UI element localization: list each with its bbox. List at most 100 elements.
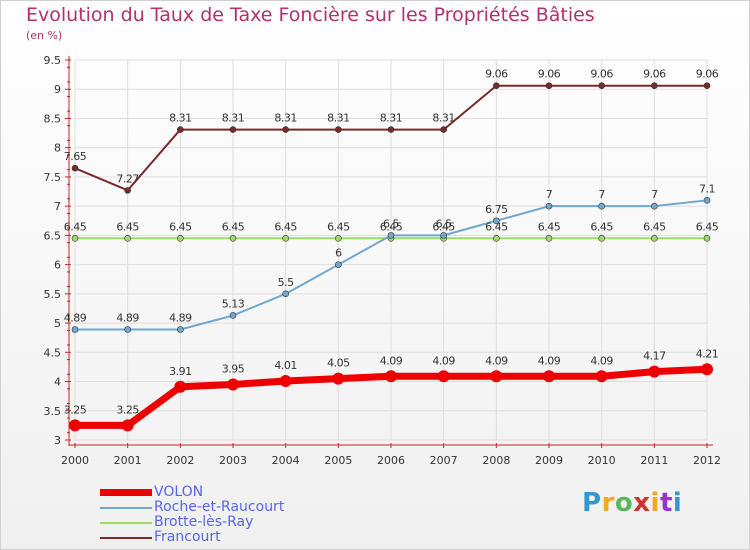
- data-label-francourt: 8.31: [380, 112, 403, 125]
- y-tick-label: 7: [54, 200, 61, 213]
- data-point-roche-et-raucourt: [335, 261, 342, 268]
- x-tick-label: 2009: [535, 454, 563, 467]
- data-point-brotte-les-ray: [651, 235, 658, 242]
- data-point-brotte-les-ray: [545, 235, 553, 242]
- legend-swatch-volon: [100, 489, 152, 496]
- legend-item-brotte-les-ray: Brotte-lès-Ray: [100, 515, 340, 530]
- data-label-francourt: 8.31: [222, 112, 245, 125]
- data-label-volon: 4.09: [432, 354, 455, 367]
- legend-swatch-brotte-les-ray: [100, 522, 152, 524]
- y-tick-label: 7.5: [44, 171, 62, 184]
- legend-label-brotte-les-ray: Brotte-lès-Ray: [154, 514, 254, 530]
- data-point-francourt: [124, 187, 131, 194]
- data-label-volon: 4.01: [274, 359, 297, 372]
- legend-swatch-francourt: [100, 537, 152, 539]
- data-point-brotte-les-ray: [282, 235, 289, 242]
- data-label-francourt: 9.06: [590, 68, 613, 81]
- data-point-volon: [279, 374, 292, 387]
- data-point-volon: [543, 370, 555, 383]
- data-label-brotte-les-ray: 6.45: [222, 220, 245, 233]
- data-point-volon: [69, 419, 81, 432]
- data-label-brotte-les-ray: 6.45: [643, 220, 666, 233]
- data-point-roche-et-raucourt: [651, 202, 658, 210]
- data-label-volon: 3.91: [169, 365, 192, 378]
- y-tick-label: 6.5: [44, 229, 62, 242]
- data-point-roche-et-raucourt: [282, 290, 289, 298]
- data-label-roche-et-raucourt: 6: [335, 247, 342, 260]
- logo-letter: i: [672, 488, 683, 518]
- data-point-volon: [595, 370, 608, 383]
- data-label-brotte-les-ray: 6.45: [538, 220, 561, 233]
- data-label-brotte-les-ray: 6.45: [274, 220, 297, 233]
- y-tick-label: 4: [54, 376, 61, 389]
- data-label-francourt: 8.31: [432, 112, 455, 125]
- legend-swatch-roche-et-raucourt: [100, 507, 152, 509]
- data-label-brotte-les-ray: 6.45: [432, 220, 455, 233]
- data-point-brotte-les-ray: [71, 235, 79, 242]
- data-point-francourt: [335, 126, 342, 133]
- data-point-volon: [648, 365, 661, 378]
- data-label-volon: 4.05: [327, 357, 350, 370]
- legend-item-volon: VOLON: [100, 485, 340, 500]
- x-tick-label: 2011: [640, 454, 668, 467]
- data-point-roche-et-raucourt: [71, 326, 79, 333]
- data-label-roche-et-raucourt: 4.89: [169, 312, 192, 325]
- data-label-francourt: 9.06: [485, 68, 508, 81]
- data-label-volon: 4.09: [590, 354, 613, 367]
- data-point-brotte-les-ray: [229, 235, 237, 242]
- x-tick-label: 2012: [693, 454, 721, 467]
- data-point-francourt: [598, 82, 605, 90]
- y-tick-label: 5: [54, 317, 61, 330]
- logo-letter: i: [650, 488, 660, 518]
- x-tick-label: 2006: [377, 454, 405, 467]
- y-tick-label: 9.5: [44, 54, 62, 67]
- x-tick-label: 2000: [61, 454, 89, 467]
- data-label-volon: 3.25: [116, 403, 139, 416]
- legend: VOLON Roche-et-Raucourt Brotte-lès-Ray F…: [100, 485, 340, 545]
- data-label-brotte-les-ray: 6.45: [116, 220, 139, 233]
- data-point-roche-et-raucourt: [177, 326, 184, 333]
- data-point-roche-et-raucourt: [124, 326, 131, 333]
- data-label-francourt: 9.06: [696, 68, 719, 81]
- y-tick-label: 3.5: [44, 405, 62, 418]
- data-point-francourt: [71, 164, 79, 172]
- data-point-francourt: [545, 82, 553, 90]
- data-point-francourt: [493, 82, 500, 90]
- data-label-francourt: 8.31: [327, 112, 350, 125]
- data-label-roche-et-raucourt: 7: [546, 188, 553, 201]
- logo-letter: P: [582, 488, 602, 518]
- data-label-roche-et-raucourt: 7.1: [699, 182, 715, 195]
- y-axis-unit: (en %): [26, 29, 63, 42]
- data-point-volon: [227, 378, 239, 391]
- logo-letter: x: [633, 488, 651, 518]
- data-point-volon: [121, 419, 134, 432]
- logo-letter: t: [659, 488, 673, 518]
- data-label-brotte-les-ray: 6.45: [696, 220, 719, 233]
- data-point-roche-et-raucourt: [440, 232, 447, 239]
- data-label-roche-et-raucourt: 6.5: [436, 217, 452, 230]
- data-point-francourt: [440, 126, 447, 133]
- data-point-roche-et-raucourt: [387, 232, 395, 239]
- data-label-volon: 3.25: [64, 403, 87, 416]
- data-point-roche-et-raucourt: [229, 312, 237, 319]
- y-tick-label: 3: [54, 434, 61, 447]
- data-label-volon: 4.09: [538, 354, 561, 367]
- data-point-brotte-les-ray: [598, 235, 605, 242]
- data-point-brotte-les-ray: [124, 235, 131, 242]
- data-label-brotte-les-ray: 6.45: [169, 220, 192, 233]
- y-tick-label: 8: [54, 142, 61, 155]
- legend-item-roche-et-raucourt: Roche-et-Raucourt: [100, 500, 340, 515]
- data-label-volon: 4.21: [696, 347, 719, 360]
- data-label-brotte-les-ray: 6.45: [64, 220, 87, 233]
- x-tick-label: 2007: [430, 454, 458, 467]
- data-label-brotte-les-ray: 6.45: [327, 220, 350, 233]
- legend-label-francourt: Francourt: [154, 529, 221, 545]
- x-tick-label: 2002: [166, 454, 194, 467]
- data-label-francourt: 9.06: [643, 68, 666, 81]
- data-label-roche-et-raucourt: 4.89: [64, 312, 87, 325]
- data-point-roche-et-raucourt: [703, 197, 711, 204]
- data-point-francourt: [651, 82, 658, 90]
- data-label-roche-et-raucourt: 5.5: [278, 276, 294, 289]
